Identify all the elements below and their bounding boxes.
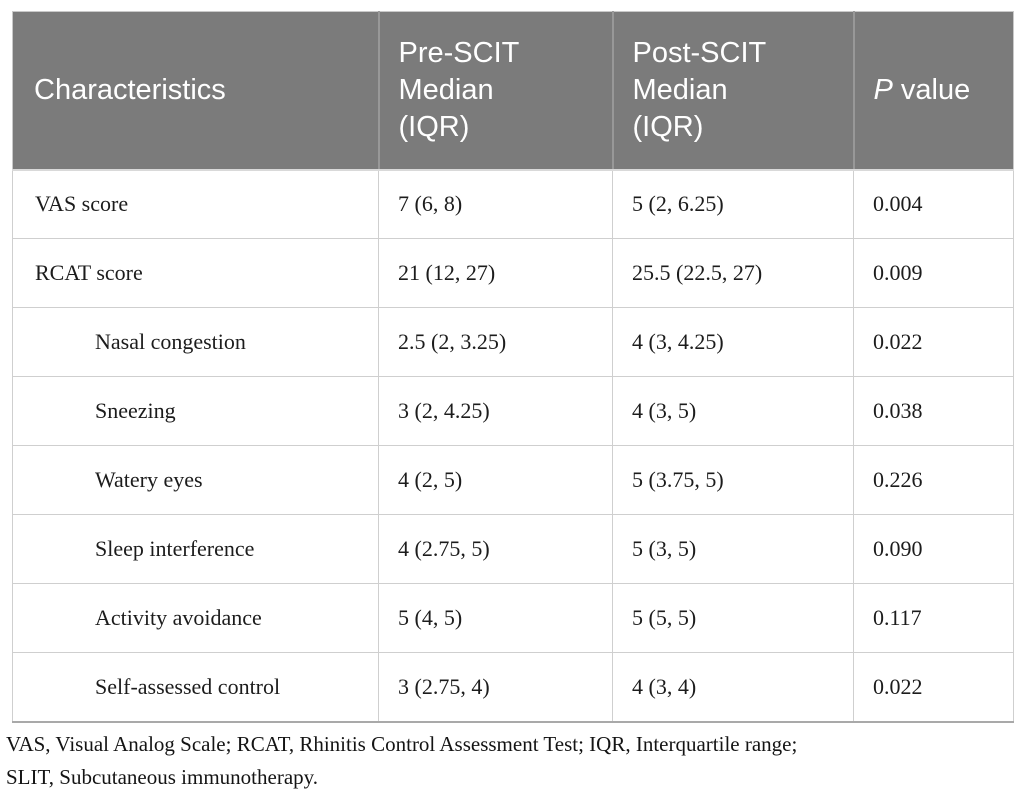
table-row-sneezing: Sneezing 3 (2, 4.25) 4 (3, 5) 0.038	[12, 376, 1014, 446]
header-post-line1: Post-SCIT	[632, 36, 767, 69]
post-value: 4 (3, 4.25)	[612, 307, 854, 377]
post-value: 5 (3, 5)	[612, 514, 854, 584]
p-value: 0.226	[853, 445, 1014, 515]
header-post-line2: Median	[632, 73, 728, 106]
row-label: Watery eyes	[12, 445, 379, 515]
header-p-value: P value	[852, 11, 1014, 171]
p-value: 0.038	[853, 376, 1014, 446]
p-value: 0.117	[853, 583, 1014, 653]
header-characteristics: Characteristics	[12, 11, 379, 171]
row-label: VAS score	[12, 169, 379, 239]
row-label: Activity avoidance	[12, 583, 379, 653]
header-row: Characteristics Pre-SCIT Median (IQR) Po…	[12, 11, 1014, 171]
table-row-rcat-score: RCAT score 21 (12, 27) 25.5 (22.5, 27) 0…	[12, 238, 1014, 308]
post-value: 5 (3.75, 5)	[612, 445, 854, 515]
post-value: 5 (2, 6.25)	[612, 169, 854, 239]
table-row-vas-score: VAS score 7 (6, 8) 5 (2, 6.25) 0.004	[12, 169, 1014, 239]
header-pre-line1: Pre-SCIT	[398, 36, 520, 69]
header-characteristics-label: Characteristics	[34, 73, 226, 106]
post-value: 4 (3, 5)	[612, 376, 854, 446]
row-label: Nasal congestion	[12, 307, 379, 377]
p-value: 0.022	[853, 307, 1014, 377]
p-value: 0.009	[853, 238, 1014, 308]
table-body: VAS score 7 (6, 8) 5 (2, 6.25) 0.004 RCA…	[12, 169, 1014, 722]
p-value: 0.004	[853, 169, 1014, 239]
pre-value: 4 (2, 5)	[378, 445, 613, 515]
table-row-self-assessed-control: Self-assessed control 3 (2.75, 4) 4 (3, …	[12, 652, 1014, 722]
row-label: Sneezing	[12, 376, 379, 446]
header-post-scit: Post-SCIT Median (IQR)	[611, 11, 854, 171]
footnote-line-1: VAS, Visual Analog Scale; RCAT, Rhinitis…	[6, 732, 798, 756]
post-value: 5 (5, 5)	[612, 583, 854, 653]
header-pre-line3: (IQR)	[398, 110, 470, 143]
pre-value: 7 (6, 8)	[378, 169, 613, 239]
header-post-line3: (IQR)	[632, 110, 704, 143]
table-row-activity-avoidance: Activity avoidance 5 (4, 5) 5 (5, 5) 0.1…	[12, 583, 1014, 653]
p-value: 0.022	[853, 652, 1014, 722]
row-label: RCAT score	[12, 238, 379, 308]
table-row-watery-eyes: Watery eyes 4 (2, 5) 5 (3.75, 5) 0.226	[12, 445, 1014, 515]
results-table: Characteristics Pre-SCIT Median (IQR) Po…	[12, 11, 1014, 723]
row-label: Sleep interference	[12, 514, 379, 584]
header-p-italic: P	[873, 73, 893, 106]
table-row-sleep-interference: Sleep interference 4 (2.75, 5) 5 (3, 5) …	[12, 514, 1014, 584]
post-value: 4 (3, 4)	[612, 652, 854, 722]
pre-value: 4 (2.75, 5)	[378, 514, 613, 584]
table-footnote: VAS, Visual Analog Scale; RCAT, Rhinitis…	[6, 728, 1020, 794]
pre-value: 5 (4, 5)	[378, 583, 613, 653]
table-row-nasal-congestion: Nasal congestion 2.5 (2, 3.25) 4 (3, 4.2…	[12, 307, 1014, 377]
p-value: 0.090	[853, 514, 1014, 584]
footnote-line-2: SLIT, Subcutaneous immunotherapy.	[6, 765, 319, 789]
row-label: Self-assessed control	[12, 652, 379, 722]
table-header: Characteristics Pre-SCIT Median (IQR) Po…	[12, 11, 1014, 171]
pre-value: 3 (2.75, 4)	[378, 652, 613, 722]
post-value: 25.5 (22.5, 27)	[612, 238, 854, 308]
header-pre-scit: Pre-SCIT Median (IQR)	[377, 11, 613, 171]
header-p-rest: value	[900, 73, 971, 106]
pre-value: 2.5 (2, 3.25)	[378, 307, 613, 377]
header-pre-line2: Median	[398, 73, 494, 106]
pre-value: 21 (12, 27)	[378, 238, 613, 308]
pre-value: 3 (2, 4.25)	[378, 376, 613, 446]
